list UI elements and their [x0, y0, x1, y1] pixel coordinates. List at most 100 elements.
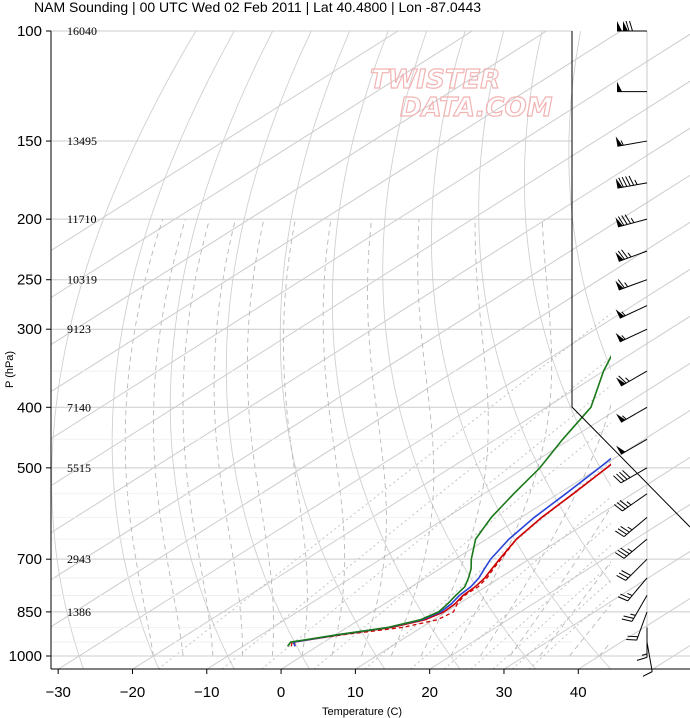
dry-adiabat-line [568, 31, 611, 371]
isotherm-line [51, 127, 690, 534]
temperature-tick-label: 30 [496, 684, 513, 701]
barb-shaft [618, 250, 648, 262]
wind-barbs [613, 20, 653, 677]
pressure-tick-label: 250 [17, 272, 42, 289]
temperature-tick-label: −30 [45, 684, 70, 701]
barb-flag [615, 251, 624, 262]
isotherm-line [51, 80, 690, 487]
barb-half-feather [627, 593, 633, 596]
barb-flag [617, 81, 622, 92]
barb-shaft [622, 493, 648, 512]
height-label: 9123 [67, 322, 91, 336]
dry-adiabat-line [51, 31, 197, 669]
wind-barb [616, 406, 648, 423]
isotherm-line [503, 550, 690, 669]
barb-flag [616, 377, 626, 387]
barb-half-feather [626, 501, 632, 506]
isotherm-line [280, 409, 690, 669]
wind-barb [616, 370, 648, 387]
barb-shaft [636, 611, 648, 641]
dry-adiabat-line [478, 31, 611, 584]
isotherm-line [51, 174, 690, 581]
moist-adiabat-line [283, 219, 308, 657]
wind-barb [615, 249, 648, 262]
mixing-ratio-line [364, 460, 611, 669]
adiabat-grid [51, 31, 690, 669]
barb-feather [613, 504, 623, 512]
moist-adiabat-line [598, 641, 611, 657]
pressure-tick-label: 400 [17, 399, 42, 416]
wind-barb [617, 81, 647, 93]
barb-feather [626, 638, 637, 641]
barb-feather [622, 470, 631, 478]
barb-feather [616, 473, 625, 482]
wind-barb [615, 136, 648, 147]
height-label: 2943 [67, 552, 91, 566]
barb-half-feather [641, 653, 648, 656]
watermark-logo: TWISTER DATA.COM [369, 64, 553, 123]
height-label: 11710 [67, 212, 97, 226]
isotherm-line [51, 31, 473, 299]
barb-feather [620, 593, 631, 599]
barb-feather [617, 250, 625, 260]
dry-adiabat-line [111, 31, 235, 669]
barb-half-feather [627, 548, 633, 553]
isotherm-line [652, 644, 690, 669]
barb-flag [615, 280, 624, 290]
height-label: 5515 [67, 461, 91, 475]
barb-half-feather [627, 526, 633, 531]
moist-adiabat-line [246, 219, 275, 657]
wind-barb [642, 641, 653, 677]
barb-feather [619, 471, 628, 480]
moist-adiabat-line [569, 603, 611, 657]
height-labels: 16040 13495 11710 10319 9123 7140 5515 2943 1386 [67, 24, 97, 619]
dry-adiabat-line [654, 31, 690, 669]
barb-feather [617, 596, 628, 602]
wind-barb [615, 279, 648, 291]
barb-feather [625, 20, 630, 32]
sounding-traces [286, 354, 611, 647]
dry-adiabat-line [612, 31, 690, 669]
pressure-tick-label: 300 [17, 321, 42, 338]
barb-feather [636, 656, 648, 661]
isotherm-line [57, 268, 690, 669]
isotherm-line [206, 362, 690, 669]
mixing-ratio-line [313, 422, 611, 669]
barb-feather [627, 635, 638, 638]
wind-barb [615, 214, 648, 228]
temperature-tick-label: −10 [194, 684, 219, 701]
height-label: 16040 [67, 24, 97, 38]
isotherm-line [51, 31, 399, 252]
barb-feather [642, 671, 653, 677]
pressure-axis: 100 150 200 250 300 400 500 700 850 1000 [9, 23, 51, 665]
wind-barb [613, 493, 648, 512]
mixing-ratio-line [492, 563, 611, 669]
isotherm-line [355, 456, 690, 669]
wind-barb [615, 538, 648, 559]
moist-adiabat-line [390, 219, 435, 657]
barb-half-feather [621, 311, 626, 317]
barb-feather [625, 176, 631, 187]
moist-adiabat-line [182, 218, 214, 656]
barb-flag [615, 217, 623, 227]
barb-feather [620, 525, 630, 533]
barb-shaft [619, 328, 648, 343]
barb-half-feather [627, 252, 632, 258]
barb-feather [624, 214, 632, 224]
dry-adiabat-line [225, 31, 312, 669]
barb-shaft [623, 538, 648, 559]
isobar-grid [51, 30, 690, 657]
barb-half-feather [625, 377, 630, 382]
wind-barb [615, 175, 648, 189]
mixing-ratio-line [470, 544, 611, 669]
temperature-tick-label: 0 [277, 684, 285, 701]
barb-feather [621, 618, 633, 622]
isotherm-line [429, 503, 690, 669]
barb-flag [623, 21, 628, 31]
barb-feather [620, 547, 630, 555]
pressure-tick-label: 100 [17, 23, 42, 40]
moist-adiabat-line [322, 219, 346, 657]
wind-barb [616, 558, 648, 581]
wind-barb [616, 438, 648, 455]
